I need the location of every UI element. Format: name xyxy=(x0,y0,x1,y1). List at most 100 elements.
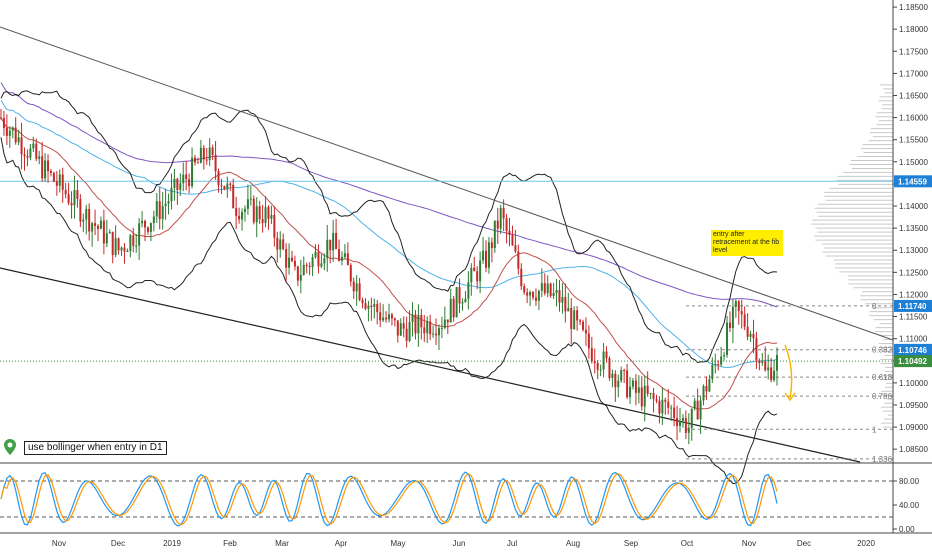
candle-body xyxy=(14,127,17,143)
candle-body xyxy=(437,328,440,336)
candle-body xyxy=(232,184,235,209)
candle-body xyxy=(138,223,141,246)
candle-body xyxy=(149,223,152,232)
entry-note-text: entry after retracement at the fib level xyxy=(713,231,780,254)
candle-body xyxy=(164,203,167,207)
candle-body xyxy=(23,154,26,156)
candle-body xyxy=(573,310,576,330)
candle-body xyxy=(455,287,458,318)
price-label-text: 1.11740 xyxy=(898,302,927,311)
time-tick-label: Dec xyxy=(797,539,811,548)
candle-body xyxy=(220,185,223,187)
candle-body xyxy=(52,172,55,182)
candle-body xyxy=(246,199,249,209)
candle-body xyxy=(649,393,652,395)
price-label-text: 1.10746 xyxy=(898,346,927,355)
candle-body xyxy=(26,155,29,158)
candle-body xyxy=(191,157,194,187)
candle-body xyxy=(241,211,244,220)
candle-body xyxy=(393,318,396,321)
candle-body xyxy=(199,147,202,163)
candle-body xyxy=(552,293,555,296)
candle-body xyxy=(479,260,482,282)
candle-body xyxy=(582,321,584,330)
candle-body xyxy=(76,190,79,200)
candle-body xyxy=(570,307,573,330)
candle-body xyxy=(590,348,593,362)
candle-body xyxy=(614,373,617,388)
candle-body xyxy=(482,250,485,261)
candle-body xyxy=(699,400,702,420)
candle-body xyxy=(11,127,14,131)
candle-body xyxy=(705,385,708,392)
candle-body xyxy=(426,321,429,334)
candle-body xyxy=(64,189,67,195)
candle-body xyxy=(379,312,382,321)
candle-body xyxy=(79,199,82,222)
candle-body xyxy=(32,143,35,149)
candle-body xyxy=(343,253,346,257)
candle-body xyxy=(435,333,438,336)
candle-body xyxy=(252,198,255,223)
candle-body xyxy=(279,239,282,250)
candle-body xyxy=(737,301,740,312)
candle-body xyxy=(511,234,514,246)
candle-body xyxy=(417,314,420,334)
price-tick-label: 1.18500 xyxy=(899,3,928,12)
candle-body xyxy=(508,230,511,235)
fib-level-label: 0.618 xyxy=(872,373,893,382)
ma-short-line xyxy=(0,117,778,410)
candle-body xyxy=(293,260,296,267)
candle-body xyxy=(70,203,73,206)
candle-body xyxy=(661,399,664,414)
candle-body xyxy=(332,233,335,251)
candle-body xyxy=(135,245,138,247)
candle-body xyxy=(523,286,526,293)
candle-body xyxy=(408,322,411,341)
channel-lower-line xyxy=(0,267,861,463)
candle-body xyxy=(720,356,723,365)
candle-body xyxy=(29,148,32,158)
time-tick-label: Jun xyxy=(453,539,466,548)
candle-body xyxy=(399,323,402,336)
candle-body xyxy=(414,314,417,334)
candle-body xyxy=(102,220,105,244)
candle-body xyxy=(626,370,629,398)
candle-body xyxy=(623,369,626,371)
candle-body xyxy=(584,329,587,334)
candle-body xyxy=(91,223,94,232)
fib-level-label: 1.336 xyxy=(872,455,893,464)
candle-body xyxy=(496,220,499,229)
candle-body xyxy=(681,417,684,421)
candle-body xyxy=(202,147,205,160)
candle-body xyxy=(514,245,517,252)
candle-body xyxy=(617,380,620,388)
candle-body xyxy=(608,358,611,379)
price-tick-label: 1.10000 xyxy=(899,379,928,388)
bollinger-lower-line xyxy=(0,137,778,485)
candle-body xyxy=(752,333,755,339)
candle-body xyxy=(49,171,52,173)
channel-upper-line xyxy=(0,26,894,341)
candle-body xyxy=(385,317,388,320)
candle-body xyxy=(499,207,502,229)
candle-body xyxy=(335,233,338,250)
candle-body xyxy=(85,208,88,220)
candle-body xyxy=(746,326,749,337)
candle-body xyxy=(238,215,241,220)
candle-body xyxy=(320,263,323,267)
fib-level-label: 0.786 xyxy=(872,392,893,401)
candle-body xyxy=(440,327,443,329)
candle-body xyxy=(99,220,102,229)
candle-body xyxy=(144,220,147,228)
price-tick-label: 1.12000 xyxy=(899,290,928,299)
price-label-text: 1.14559 xyxy=(898,177,927,186)
price-tick-label: 1.16500 xyxy=(899,91,928,100)
candle-body xyxy=(728,322,731,328)
candle-body xyxy=(176,178,179,190)
candle-body xyxy=(537,290,540,301)
candle-body xyxy=(664,399,667,402)
candle-body xyxy=(67,194,70,204)
price-tick-label: 1.09500 xyxy=(899,401,928,410)
